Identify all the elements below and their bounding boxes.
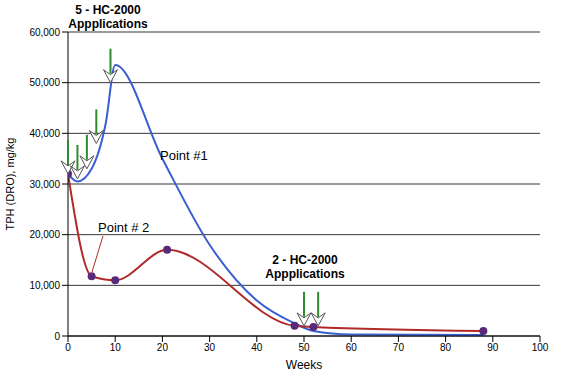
svg-text:100: 100 [532,342,549,353]
svg-text:Weeks: Weeks [286,358,322,372]
svg-text:80: 80 [440,342,452,353]
svg-text:90: 90 [487,342,499,353]
svg-text:50: 50 [298,342,310,353]
svg-text:60: 60 [346,342,358,353]
svg-text:40: 40 [251,342,263,353]
svg-text:10: 10 [110,342,122,353]
svg-text:0: 0 [65,342,71,353]
svg-text:70: 70 [393,342,405,353]
svg-text:Point #1: Point #1 [160,148,208,163]
svg-text:50,000: 50,000 [29,77,60,88]
svg-text:0: 0 [54,331,60,342]
svg-text:2 - HC-2000Appplications: 2 - HC-2000Appplications [265,253,345,281]
svg-text:Point # 2: Point # 2 [98,220,149,235]
svg-text:TPH (DRO), mg/kg: TPH (DRO), mg/kg [8,138,16,231]
svg-text:10,000: 10,000 [29,280,60,291]
svg-text:20,000: 20,000 [29,229,60,240]
svg-text:30,000: 30,000 [29,179,60,190]
svg-text:20: 20 [157,342,169,353]
svg-text:5 - HC-2000Appplications: 5 - HC-2000Appplications [68,3,148,31]
svg-text:40,000: 40,000 [29,128,60,139]
svg-text:30: 30 [204,342,216,353]
svg-text:60,000: 60,000 [29,27,60,38]
